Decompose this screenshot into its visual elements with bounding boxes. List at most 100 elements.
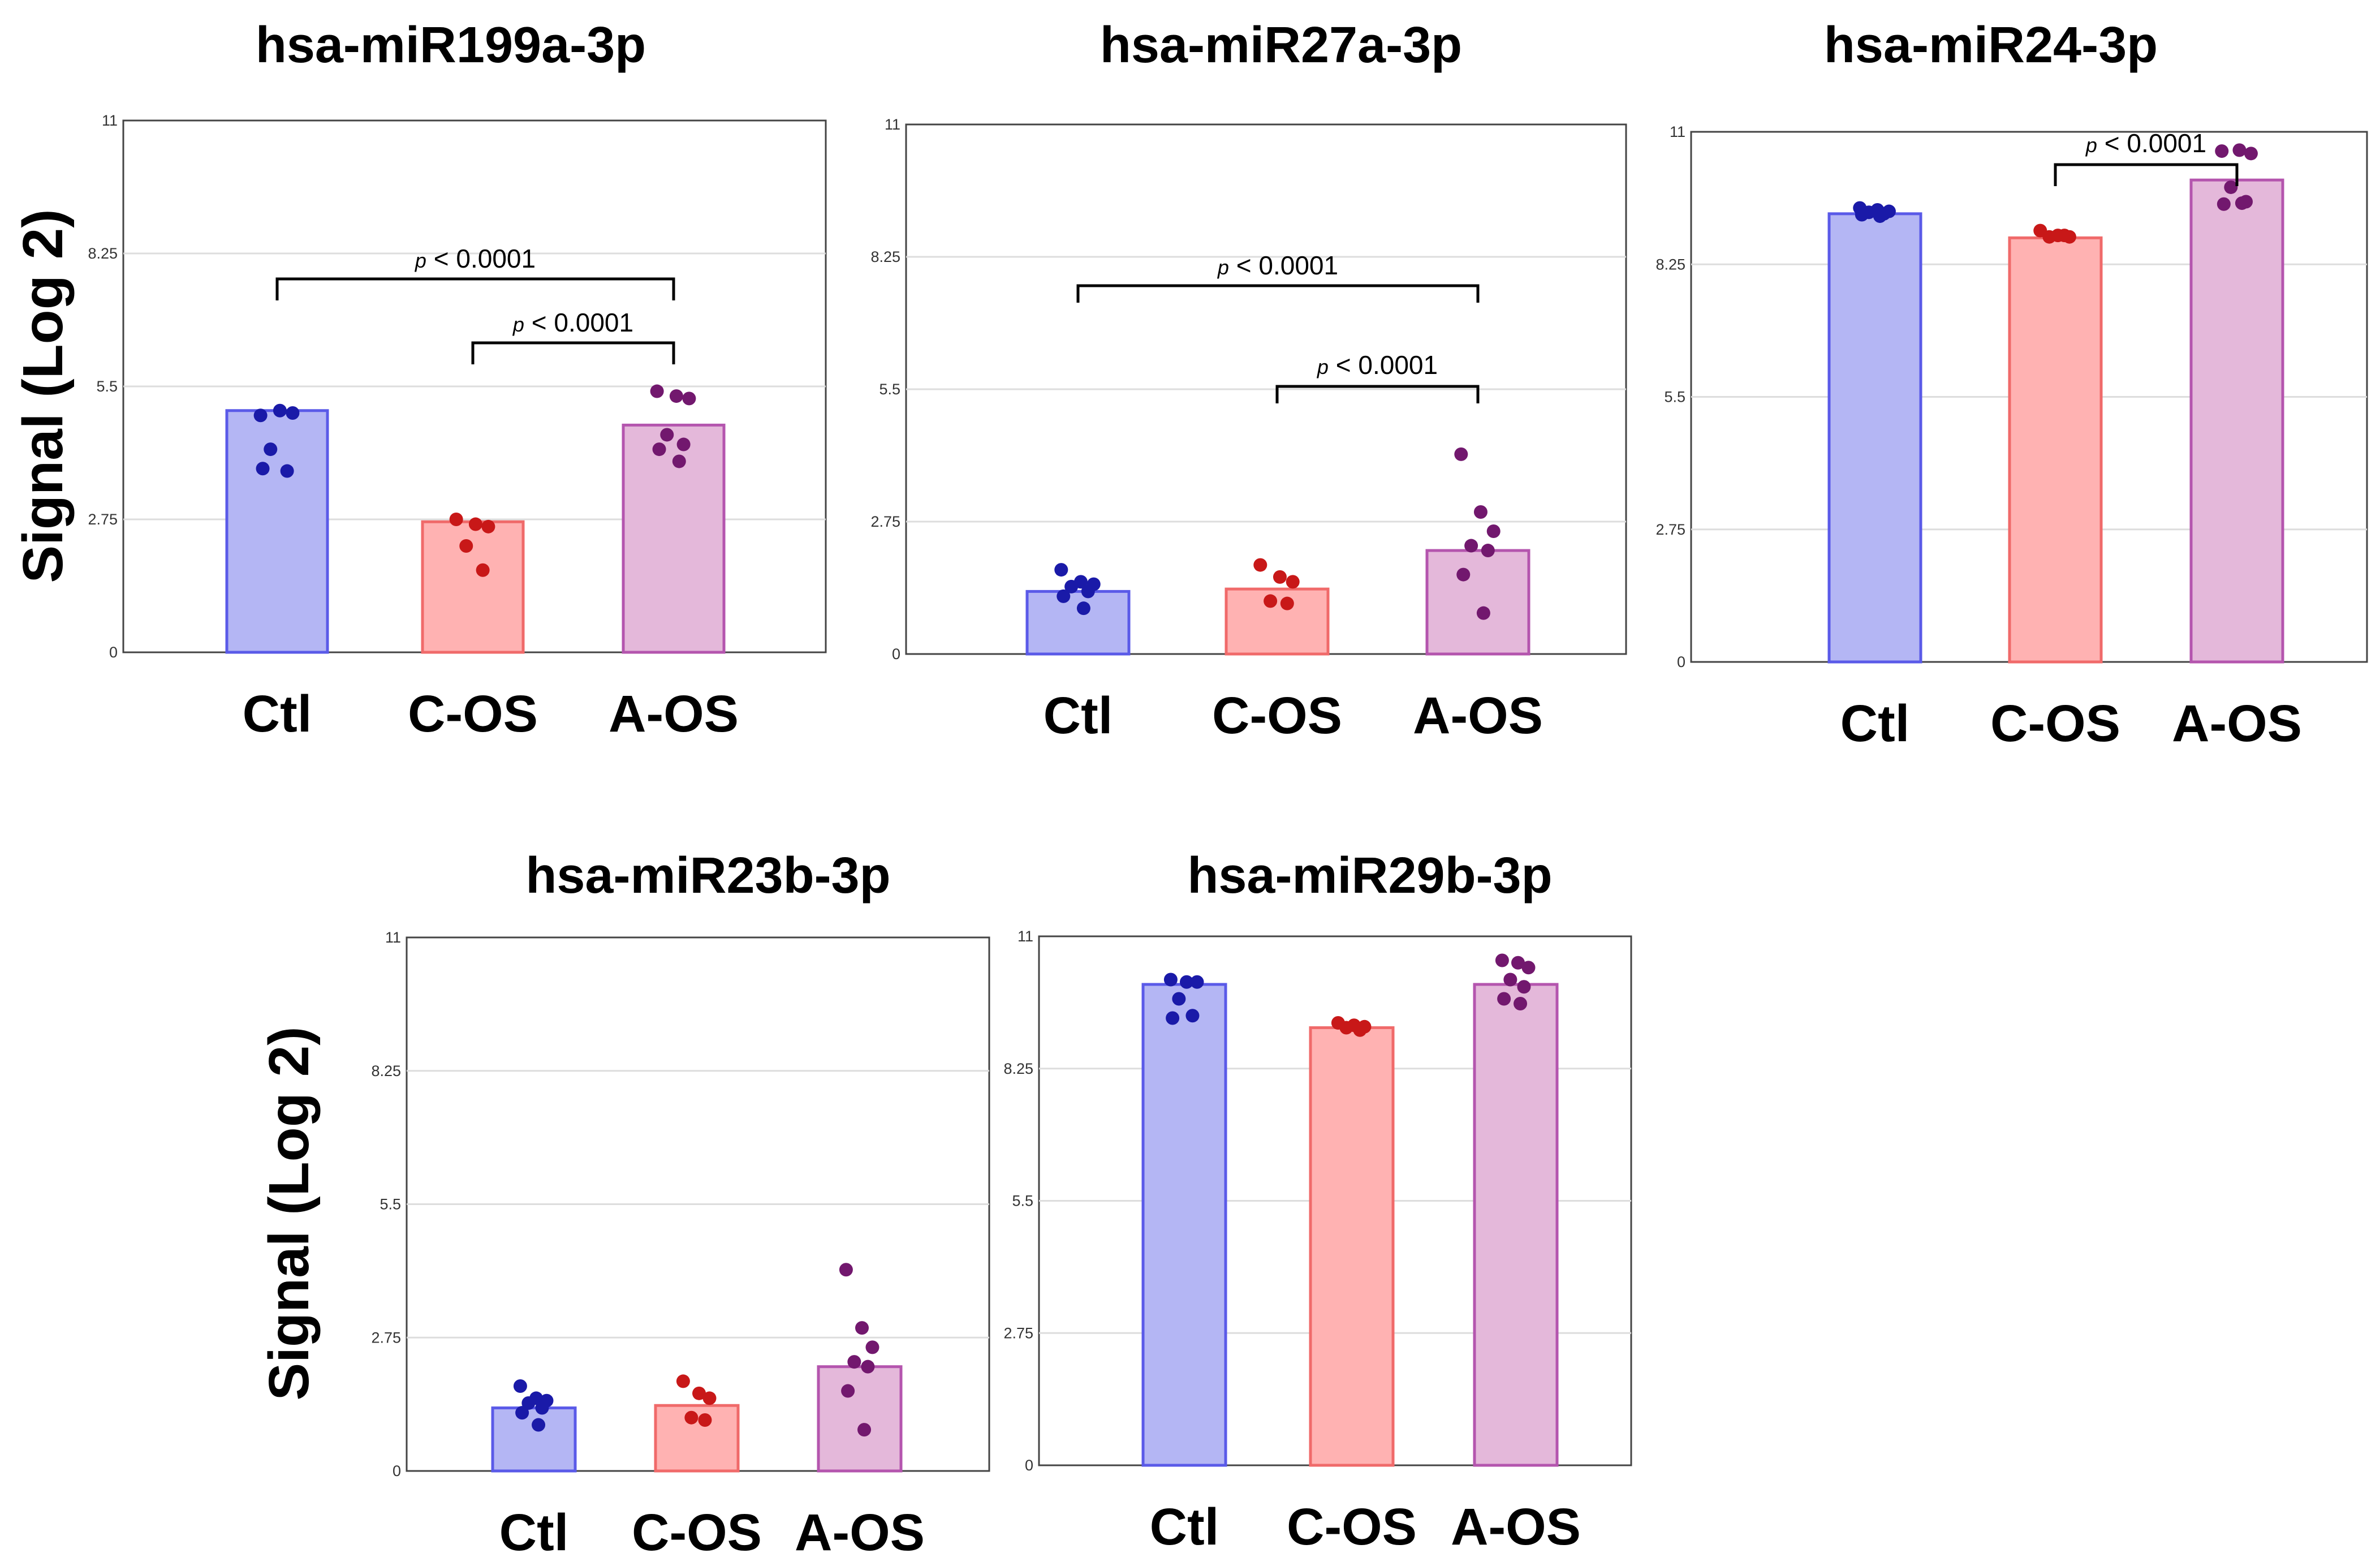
y-tick-label: 2.75 — [1003, 1324, 1033, 1341]
y-axis-label-top: Signal (Log 2) — [11, 209, 75, 583]
x-tick-label: A-OS — [795, 1504, 925, 1561]
data-point-c-os — [1280, 596, 1294, 610]
data-point-ctl — [1185, 1009, 1200, 1023]
y-tick-label: 0 — [393, 1462, 401, 1479]
bar-c-os — [2008, 236, 2103, 664]
data-point-a-os — [1495, 953, 1509, 967]
bar-c-os — [421, 520, 525, 654]
x-tick-label: A-OS — [609, 685, 739, 743]
data-point-ctl — [1081, 584, 1095, 599]
data-point-ctl — [280, 464, 294, 478]
data-point-ctl — [253, 408, 268, 423]
data-point-ctl — [535, 1401, 549, 1415]
data-point-a-os — [1456, 567, 1471, 582]
chart-title: hsa-miR199a-3p — [256, 17, 646, 74]
data-point-c-os — [698, 1413, 712, 1427]
y-tick-label: 5.5 — [96, 378, 118, 395]
y-tick-label: 2.75 — [1655, 521, 1685, 538]
data-point-a-os — [2217, 197, 2231, 211]
y-axis-label-bottom: Signal (Log 2) — [257, 1026, 321, 1400]
plot-area: 0 2.75 5.5 8.25 11 Ctl C-OS A-OS — [1003, 928, 1632, 1556]
x-tick-label: C-OS — [1212, 687, 1342, 745]
plot-area: 0 2.75 5.5 8.25 11 Ctl C-OS A-OS p < 0.0001 p < 0… — [870, 116, 1627, 745]
data-point-a-os — [855, 1321, 869, 1335]
y-tick-label: 8.25 — [870, 248, 900, 265]
y-tick-label: 2.75 — [371, 1329, 401, 1346]
data-point-ctl — [1166, 1011, 1180, 1025]
y-tick-label: 8.25 — [1003, 1060, 1033, 1077]
x-tick-label: A-OS — [1451, 1498, 1581, 1556]
data-point-c-os — [1253, 558, 1267, 572]
significance-label: p < 0.0001 — [415, 244, 536, 273]
bar-ctl — [1827, 212, 1922, 664]
data-point-a-os — [1481, 544, 1495, 558]
data-point-ctl — [1172, 992, 1186, 1006]
data-point-c-os — [692, 1386, 706, 1400]
y-tick-label: 2.75 — [88, 511, 118, 528]
x-tick-label: C-OS — [1287, 1498, 1417, 1556]
y-tick-label: 0 — [109, 644, 118, 661]
significance-label: p < 0.0001 — [1217, 251, 1338, 280]
bar-c-os — [1309, 1026, 1395, 1467]
data-point-c-os — [481, 519, 495, 534]
significance-label: p < 0.0001 — [512, 308, 633, 337]
data-point-c-os — [676, 1374, 690, 1388]
bar-a-os — [1473, 983, 1559, 1467]
bar-c-os — [1225, 587, 1330, 656]
y-tick-label: 5.5 — [1012, 1193, 1033, 1210]
data-point-a-os — [682, 392, 696, 406]
significance-bracket — [2054, 163, 2239, 186]
data-point-a-os — [857, 1423, 872, 1437]
y-tick-label: 2.75 — [870, 513, 900, 530]
data-point-a-os — [839, 1263, 853, 1277]
x-tick-label: C-OS — [632, 1504, 762, 1561]
y-tick-label: 0 — [892, 646, 900, 662]
data-point-a-os — [1473, 505, 1488, 519]
plot-area: 0 2.75 5.5 8.25 11 Ctl C-OS A-OS — [371, 929, 990, 1561]
data-point-c-os — [2042, 230, 2056, 244]
chart-title: hsa-miR29b-3p — [1187, 847, 1552, 904]
data-point-a-os — [650, 384, 664, 398]
bar-ctl — [1141, 983, 1227, 1467]
data-point-a-os — [669, 389, 683, 403]
data-point-c-os — [1273, 570, 1287, 584]
data-point-c-os — [449, 513, 463, 526]
data-point-a-os — [1476, 606, 1490, 620]
bar-a-os — [2189, 178, 2284, 664]
data-point-a-os — [2224, 180, 2238, 194]
data-point-a-os — [847, 1355, 861, 1369]
chart-panel-mir23b: hsa-miR23b-3p 0 2.75 5.5 8.25 11 Ctl C-OS A-OS — [371, 847, 990, 1561]
data-point-a-os — [861, 1360, 875, 1374]
data-point-c-os — [684, 1410, 699, 1425]
x-tick-label: Ctl — [1840, 695, 1910, 752]
y-tick-label: 11 — [1670, 123, 1685, 140]
y-tick-label: 0 — [1677, 653, 1685, 670]
y-tick-label: 5.5 — [879, 381, 900, 398]
chart-title: hsa-miR24-3p — [1824, 17, 2158, 74]
data-point-c-os — [468, 517, 482, 531]
data-point-c-os — [1353, 1023, 1367, 1037]
y-tick-label: 11 — [102, 112, 118, 129]
x-tick-label: Ctl — [243, 685, 312, 743]
chart-panel-mir27a: hsa-miR27a-3p 0 2.75 5.5 8.25 11 Ctl C-OS A-OS p… — [870, 17, 1627, 745]
data-point-a-os — [2215, 144, 2229, 158]
data-point-ctl — [286, 406, 300, 420]
y-tick-label: 5.5 — [380, 1196, 401, 1213]
data-point-a-os — [1503, 973, 1517, 987]
bar-ctl — [1025, 590, 1131, 656]
data-point-c-os — [1286, 575, 1300, 589]
data-point-a-os — [1517, 980, 1531, 994]
y-tick-label: 11 — [385, 929, 401, 946]
y-tick-label: 11 — [885, 116, 900, 133]
data-point-c-os — [1339, 1021, 1353, 1035]
y-tick-label: 8.25 — [371, 1062, 401, 1079]
data-point-ctl — [1057, 589, 1071, 603]
x-tick-label: Ctl — [1150, 1498, 1219, 1556]
data-point-ctl — [515, 1406, 529, 1420]
significance-bracket — [1275, 385, 1480, 403]
data-point-ctl — [1873, 209, 1887, 223]
y-tick-label: 5.5 — [1664, 389, 1685, 406]
data-point-a-os — [1486, 524, 1501, 539]
x-tick-label: A-OS — [1413, 687, 1543, 745]
